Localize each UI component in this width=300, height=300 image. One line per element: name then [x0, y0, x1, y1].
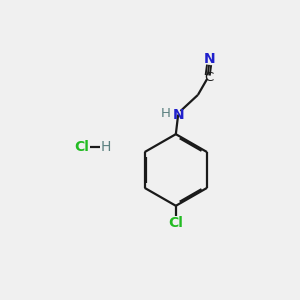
Text: C: C: [204, 71, 213, 84]
Text: Cl: Cl: [168, 216, 183, 230]
Text: H: H: [160, 107, 170, 120]
Text: N: N: [204, 52, 215, 66]
Text: N: N: [172, 107, 184, 122]
Text: Cl: Cl: [74, 140, 89, 154]
Text: H: H: [101, 140, 111, 154]
